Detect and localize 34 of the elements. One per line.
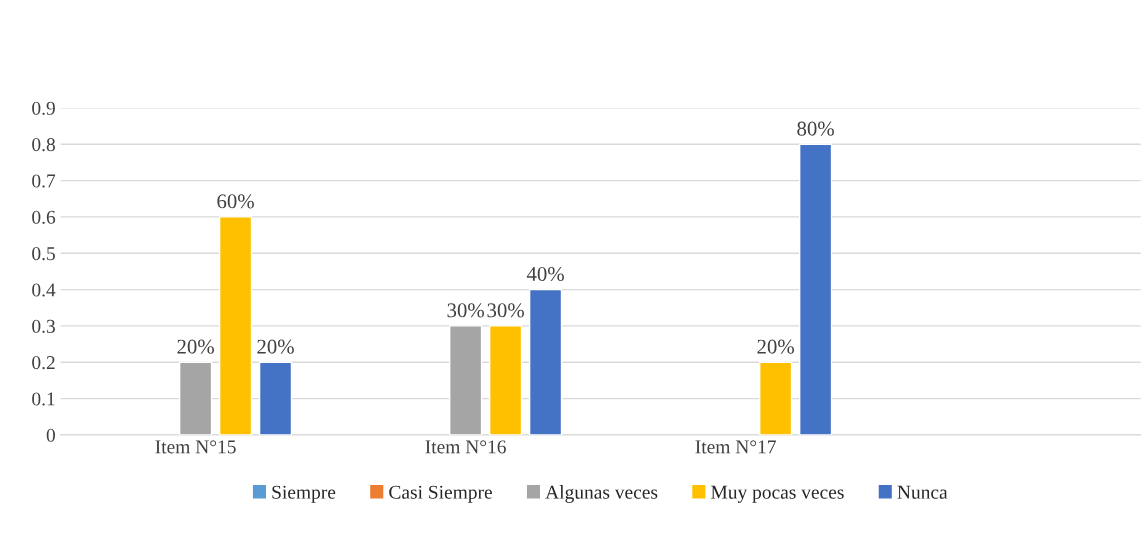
y-tick-label: 0.6 xyxy=(32,210,56,224)
legend-label: Muy pocas veces xyxy=(711,485,844,503)
bar xyxy=(759,361,793,435)
bar xyxy=(528,288,563,435)
y-tick-label: 0.3 xyxy=(32,319,55,333)
legend-label: Casi Siempre xyxy=(389,485,492,503)
y-tick-label: 0.8 xyxy=(32,138,55,152)
data-label: 30% xyxy=(447,303,485,318)
legend-label: Algunas veces xyxy=(545,485,658,503)
data-label: 20% xyxy=(257,339,294,354)
x-tick-label: Item N°16 xyxy=(425,440,506,454)
bar xyxy=(449,325,483,435)
y-tick-label: 0.2 xyxy=(32,356,55,370)
data-label: 30% xyxy=(487,303,524,318)
data-label: 20% xyxy=(177,339,214,354)
y-tick-label: 0 xyxy=(46,428,55,442)
bar xyxy=(218,216,253,435)
y-tick-label: 0.4 xyxy=(32,283,56,297)
bar xyxy=(798,143,833,435)
data-label: 20% xyxy=(757,339,795,354)
y-tick-label: 0.5 xyxy=(32,247,55,261)
data-label: 60% xyxy=(217,194,254,209)
y-tick-label: 0.7 xyxy=(32,174,56,188)
legend-label: Siempre xyxy=(272,485,336,503)
y-tick-label: 0.9 xyxy=(32,101,55,115)
y-tick-label: 0.1 xyxy=(32,392,55,406)
x-tick-label: Item N°15 xyxy=(155,440,236,454)
data-label: 80% xyxy=(797,121,834,136)
x-tick-label: Item N°17 xyxy=(695,440,776,454)
bar xyxy=(258,361,293,435)
data-label: 40% xyxy=(526,266,564,282)
legend-label: Nunca xyxy=(897,485,948,499)
bar xyxy=(178,361,213,435)
bar xyxy=(488,325,523,435)
